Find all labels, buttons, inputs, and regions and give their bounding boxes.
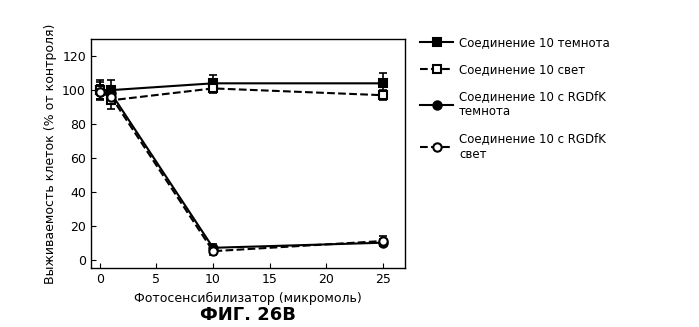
Legend: Соединение 10 темнота, Соединение 10 свет, Соединение 10 с RGDfK
темнота, Соедин: Соединение 10 темнота, Соединение 10 све… [417,34,612,163]
Y-axis label: Выживаемость клеток (% от контроля): Выживаемость клеток (% от контроля) [43,24,57,284]
X-axis label: Фотосенсибилизатор (микромоль): Фотосенсибилизатор (микромоль) [134,292,362,305]
Text: ФИГ. 26В: ФИГ. 26В [200,306,296,324]
